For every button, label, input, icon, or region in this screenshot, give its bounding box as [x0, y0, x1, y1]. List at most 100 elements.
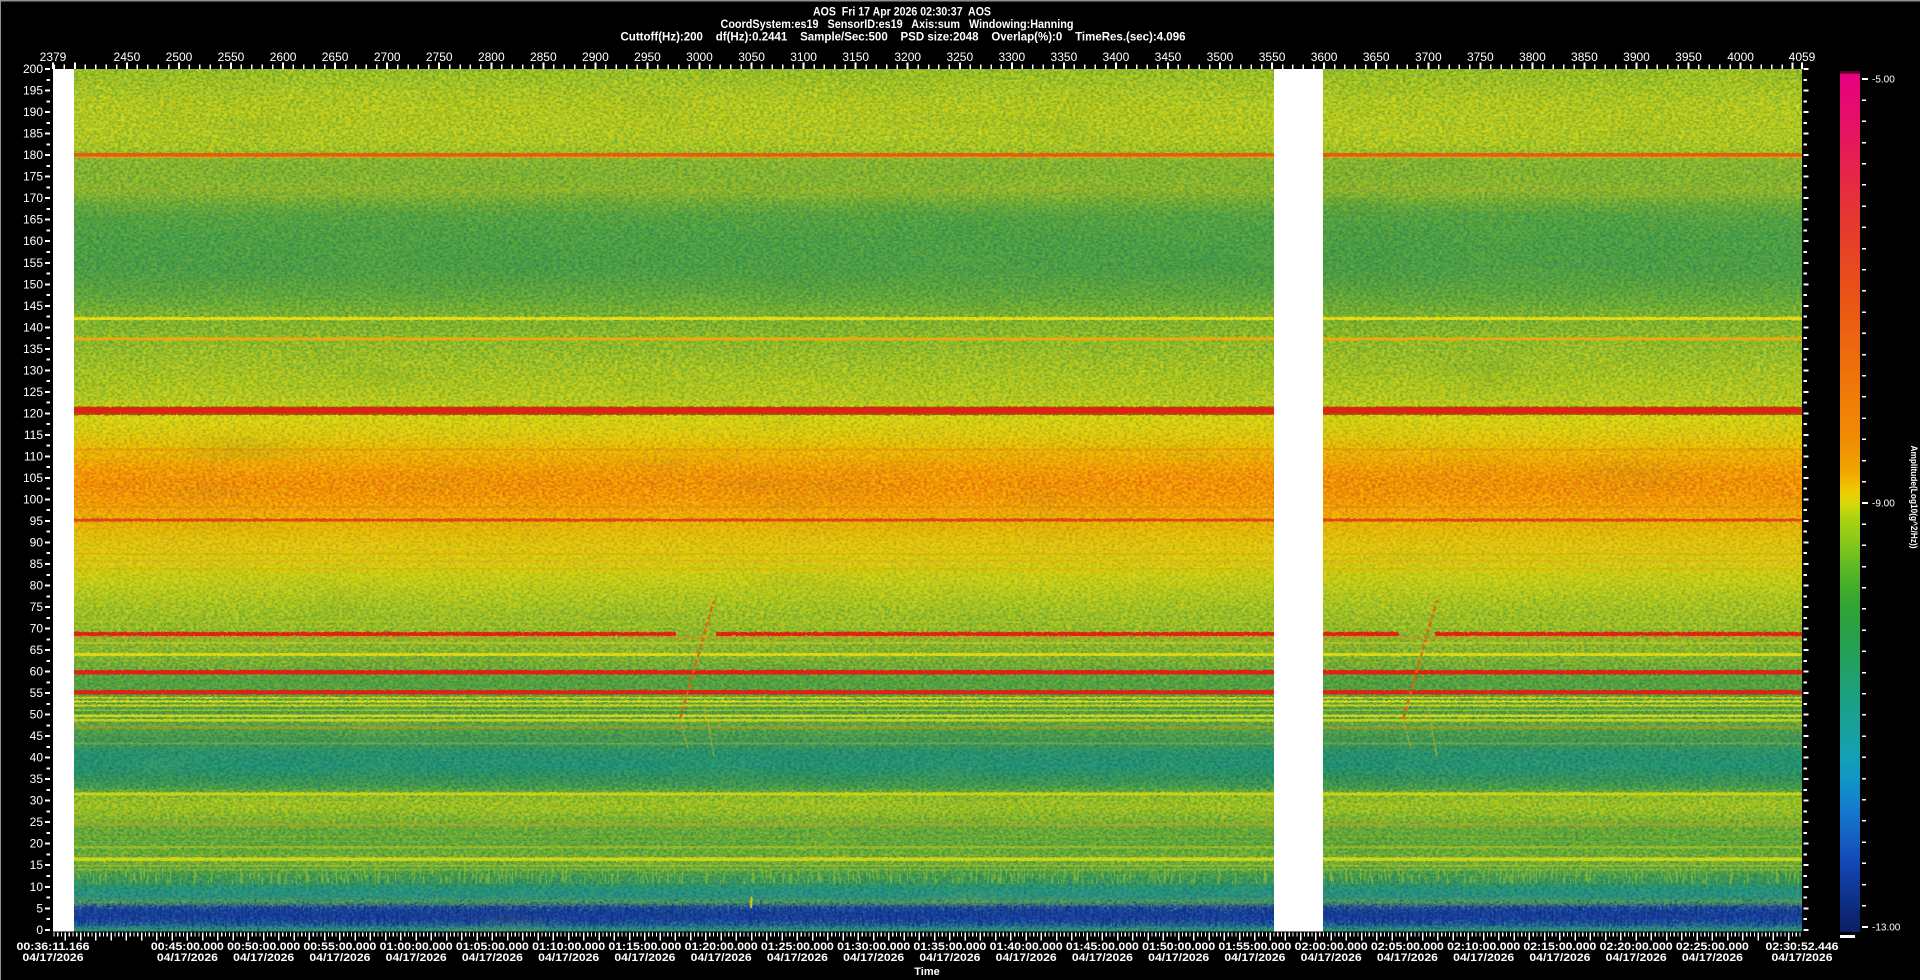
svg-text:125: 125: [23, 385, 43, 399]
svg-text:04/17/2026: 04/17/2026: [691, 952, 752, 964]
svg-text:3550: 3550: [1259, 50, 1286, 64]
svg-text:04/17/2026: 04/17/2026: [1072, 952, 1133, 964]
svg-text:180: 180: [23, 148, 43, 162]
svg-text:145: 145: [23, 299, 43, 313]
svg-text:175: 175: [23, 170, 43, 184]
svg-text:2800: 2800: [478, 50, 505, 64]
svg-text:170: 170: [23, 191, 43, 205]
svg-text:01:40:00.000: 01:40:00.000: [990, 941, 1063, 953]
svg-text:2900: 2900: [582, 50, 609, 64]
svg-text:04/17/2026: 04/17/2026: [538, 952, 599, 964]
svg-text:01:50:00.000: 01:50:00.000: [1142, 941, 1215, 953]
svg-text:2550: 2550: [218, 50, 245, 64]
svg-text:2700: 2700: [374, 50, 401, 64]
svg-text:-9.00: -9.00: [1872, 499, 1895, 510]
svg-text:3600: 3600: [1311, 50, 1338, 64]
svg-text:95: 95: [30, 514, 44, 528]
svg-text:110: 110: [24, 449, 43, 463]
svg-text:Amplitude(Log10(g^2/Hz)): Amplitude(Log10(g^2/Hz)): [1908, 446, 1919, 549]
svg-text:3250: 3250: [946, 50, 973, 64]
svg-text:70: 70: [30, 622, 44, 636]
svg-text:01:55:00.000: 01:55:00.000: [1218, 941, 1291, 953]
svg-text:04/17/2026: 04/17/2026: [843, 952, 904, 964]
svg-text:55: 55: [30, 686, 44, 700]
svg-text:2379: 2379: [40, 50, 67, 64]
svg-text:-13.00: -13.00: [1872, 923, 1901, 934]
svg-text:02:05:00.000: 02:05:00.000: [1371, 941, 1444, 953]
svg-text:Cuttoff(Hz):200 df(Hz):0.24: Cuttoff(Hz):200 df(Hz):0.2441 Sample/Sec…: [621, 32, 1186, 44]
svg-text:3150: 3150: [842, 50, 869, 64]
svg-text:04/17/2026: 04/17/2026: [1772, 952, 1833, 964]
svg-text:2500: 2500: [166, 50, 193, 64]
svg-text:04/17/2026: 04/17/2026: [386, 952, 447, 964]
svg-text:04/17/2026: 04/17/2026: [1301, 952, 1362, 964]
svg-text:120: 120: [23, 406, 43, 420]
svg-text:3350: 3350: [1051, 50, 1078, 64]
svg-text:00:45:00.000: 00:45:00.000: [151, 941, 224, 953]
svg-text:3300: 3300: [998, 50, 1025, 64]
svg-text:50: 50: [30, 708, 44, 722]
svg-text:3450: 3450: [1155, 50, 1182, 64]
svg-text:04/17/2026: 04/17/2026: [1606, 952, 1667, 964]
svg-text:3950: 3950: [1675, 50, 1702, 64]
svg-text:02:00:00.000: 02:00:00.000: [1295, 941, 1368, 953]
svg-text:65: 65: [30, 643, 44, 657]
svg-text:04/17/2026: 04/17/2026: [157, 952, 218, 964]
svg-text:04/17/2026: 04/17/2026: [1224, 952, 1285, 964]
svg-text:04/17/2026: 04/17/2026: [309, 952, 370, 964]
svg-text:20: 20: [30, 837, 44, 851]
svg-text:25: 25: [30, 815, 44, 829]
svg-text:2650: 2650: [322, 50, 349, 64]
svg-text:15: 15: [30, 858, 44, 872]
svg-text:04/17/2026: 04/17/2026: [996, 952, 1057, 964]
svg-text:Time: Time: [914, 966, 939, 978]
svg-text:0: 0: [36, 923, 43, 937]
svg-text:2450: 2450: [114, 50, 141, 64]
svg-text:90: 90: [30, 536, 44, 550]
svg-text:75: 75: [30, 600, 44, 614]
svg-text:30: 30: [30, 794, 44, 808]
svg-text:3500: 3500: [1207, 50, 1234, 64]
svg-text:04/17/2026: 04/17/2026: [1453, 952, 1514, 964]
svg-text:01:05:00.000: 01:05:00.000: [456, 941, 529, 953]
svg-text:04/17/2026: 04/17/2026: [1377, 952, 1438, 964]
svg-text:04/17/2026: 04/17/2026: [1529, 952, 1590, 964]
svg-text:115: 115: [24, 428, 43, 442]
svg-text:150: 150: [23, 277, 43, 291]
svg-text:04/17/2026: 04/17/2026: [614, 952, 675, 964]
svg-text:2950: 2950: [634, 50, 661, 64]
svg-text:4059: 4059: [1789, 50, 1816, 64]
svg-text:10: 10: [30, 880, 44, 894]
svg-text:165: 165: [23, 213, 43, 227]
svg-text:2600: 2600: [270, 50, 297, 64]
svg-text:-5.00: -5.00: [1872, 75, 1895, 86]
svg-text:105: 105: [23, 471, 43, 485]
svg-text:3850: 3850: [1571, 50, 1598, 64]
svg-text:01:45:00.000: 01:45:00.000: [1066, 941, 1139, 953]
svg-text:100: 100: [23, 492, 43, 506]
svg-text:00:36:11.166: 00:36:11.166: [17, 941, 90, 953]
svg-text:02:25:00.000: 02:25:00.000: [1676, 941, 1749, 953]
svg-text:04/17/2026: 04/17/2026: [767, 952, 828, 964]
svg-text:2750: 2750: [426, 50, 453, 64]
svg-text:80: 80: [30, 579, 44, 593]
svg-text:185: 185: [23, 127, 43, 141]
svg-text:01:00:00.000: 01:00:00.000: [380, 941, 453, 953]
svg-text:04/17/2026: 04/17/2026: [462, 952, 523, 964]
svg-text:40: 40: [30, 751, 44, 765]
svg-text:5: 5: [36, 901, 43, 915]
svg-text:00:50:00.000: 00:50:00.000: [227, 941, 300, 953]
svg-text:130: 130: [23, 363, 43, 377]
svg-text:01:35:00.000: 01:35:00.000: [913, 941, 986, 953]
svg-text:02:30:52.446: 02:30:52.446: [1766, 941, 1839, 953]
svg-text:00:55:00.000: 00:55:00.000: [303, 941, 376, 953]
svg-text:02:10:00.000: 02:10:00.000: [1447, 941, 1520, 953]
svg-text:CoordSystem:es19 SensorID:es: CoordSystem:es19 SensorID:es19 Axis:sum …: [721, 19, 1074, 31]
svg-text:04/17/2026: 04/17/2026: [919, 952, 980, 964]
svg-text:AOS Fri 17 Apr 2026 02:30:37: AOS Fri 17 Apr 2026 02:30:37 AOS: [813, 7, 991, 19]
svg-text:01:25:00.000: 01:25:00.000: [761, 941, 834, 953]
svg-text:35: 35: [30, 772, 44, 786]
svg-text:3800: 3800: [1519, 50, 1546, 64]
svg-text:195: 195: [23, 84, 43, 98]
svg-text:4000: 4000: [1727, 50, 1754, 64]
